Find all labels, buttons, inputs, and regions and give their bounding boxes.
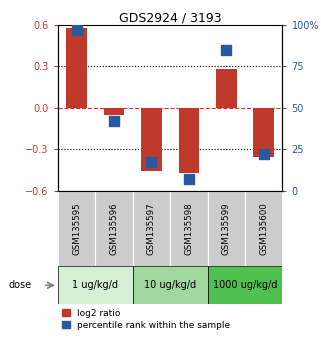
Point: [186, 176, 191, 182]
Text: 1000 ug/kg/d: 1000 ug/kg/d: [213, 280, 277, 290]
Text: dose: dose: [8, 280, 31, 290]
Bar: [178, 108, 199, 173]
Bar: [208, 266, 282, 304]
Bar: [254, 108, 274, 158]
Bar: [58, 266, 133, 304]
Bar: [95, 190, 133, 266]
Bar: [141, 108, 162, 171]
Bar: [245, 190, 282, 266]
Point: [261, 151, 266, 157]
Point: [224, 47, 229, 52]
Text: GSM135597: GSM135597: [147, 202, 156, 255]
Legend: log2 ratio, percentile rank within the sample: log2 ratio, percentile rank within the s…: [62, 309, 230, 330]
Text: GSM135595: GSM135595: [72, 202, 81, 255]
Text: 10 ug/kg/d: 10 ug/kg/d: [144, 280, 196, 290]
Title: GDS2924 / 3193: GDS2924 / 3193: [119, 12, 221, 25]
Text: 1 ug/kg/d: 1 ug/kg/d: [72, 280, 118, 290]
Point: [74, 27, 79, 33]
Text: GSM135599: GSM135599: [222, 202, 231, 255]
Bar: [170, 190, 208, 266]
Bar: [66, 28, 87, 108]
Bar: [208, 190, 245, 266]
Bar: [133, 266, 208, 304]
Text: GSM135600: GSM135600: [259, 202, 268, 255]
Bar: [58, 190, 95, 266]
Text: GSM135596: GSM135596: [109, 202, 118, 255]
Text: GSM135598: GSM135598: [184, 202, 193, 255]
Bar: [104, 108, 124, 115]
Bar: [216, 69, 237, 108]
Point: [149, 160, 154, 165]
Point: [111, 118, 117, 124]
Bar: [133, 190, 170, 266]
